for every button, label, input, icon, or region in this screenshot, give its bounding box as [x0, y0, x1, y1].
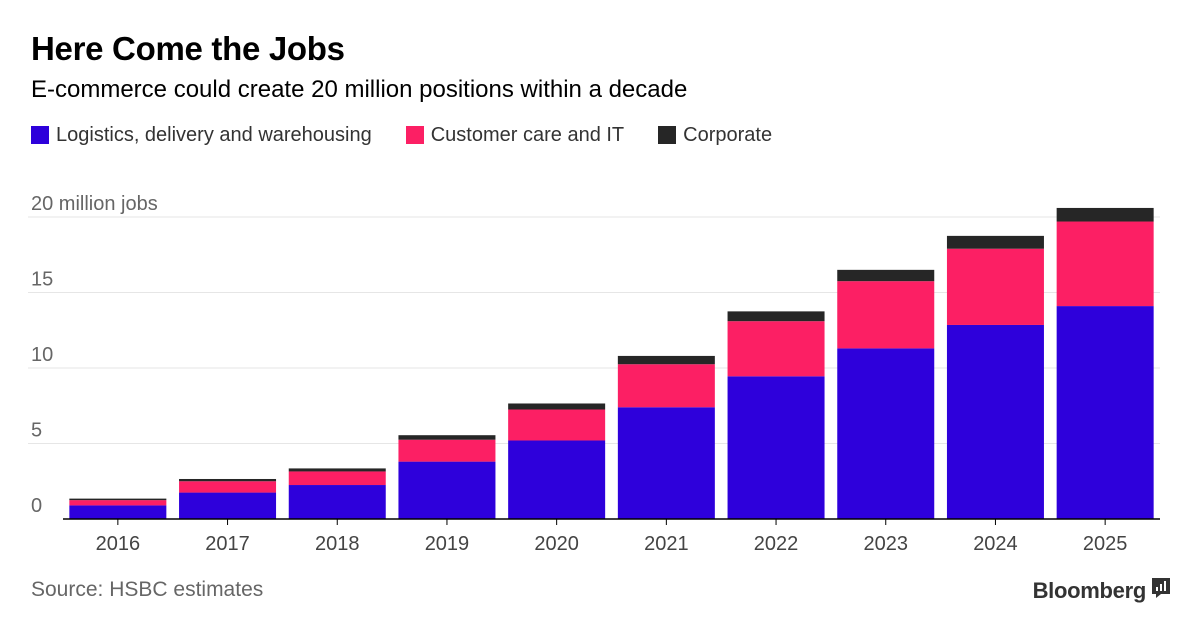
x-tick-label: 2022	[754, 533, 799, 555]
bar-segment	[617, 407, 715, 519]
brand-name: Bloomberg	[1032, 578, 1147, 603]
bar-segment	[69, 498, 167, 501]
bar-segment	[508, 403, 606, 410]
bar-segment	[508, 409, 606, 441]
brand-logo: Bloomberg	[1033, 578, 1170, 604]
bar-segment	[727, 376, 825, 519]
bar-segment	[1056, 207, 1154, 222]
legend-item-logistics: Logistics, delivery and warehousing	[31, 124, 372, 147]
y-tick-label: 15	[31, 269, 53, 291]
legend-label-logistics: Logistics, delivery and warehousing	[56, 123, 372, 146]
y-tick-label: 10	[31, 344, 53, 366]
legend-swatch-logistics	[31, 126, 49, 144]
source-note: Source: HSBC estimates	[31, 578, 264, 601]
x-tick-label: 2016	[96, 533, 141, 555]
bar-segment	[1056, 221, 1154, 307]
bar-segment	[1056, 306, 1154, 519]
bar-segment	[617, 355, 715, 365]
bar-segment	[617, 364, 715, 408]
legend-item-corporate: Corporate	[658, 124, 772, 147]
x-tick-label: 2024	[973, 533, 1018, 555]
x-tick-label: 2021	[644, 533, 689, 555]
y-tick-label: 20 million jobs	[31, 193, 158, 215]
x-tick-label: 2023	[864, 533, 909, 555]
y-tick-label: 5	[31, 420, 42, 442]
bar-segment	[946, 235, 1044, 249]
bar-segment	[69, 500, 167, 506]
legend-label-corporate: Corporate	[683, 123, 773, 146]
bar-segment	[179, 478, 277, 482]
legend-swatch-customer-care	[405, 126, 424, 144]
bar-segment	[179, 481, 277, 493]
bar-segment	[837, 281, 935, 349]
y-tick-label: 0	[31, 495, 42, 517]
bar-segment	[508, 440, 606, 519]
chart-subtitle: E-commerce could create 20 million posit…	[31, 76, 688, 103]
bar-segment	[69, 505, 167, 519]
bar-segment	[946, 324, 1044, 519]
legend-swatch-corporate	[658, 126, 677, 144]
bar-segment	[727, 311, 825, 322]
x-tick-label: 2020	[534, 533, 579, 555]
bloomberg-terminal-icon	[1152, 578, 1170, 604]
x-tick-label: 2025	[1083, 533, 1128, 555]
legend-item-customer-care: Customer care and IT	[405, 123, 625, 147]
x-tick-label: 2017	[205, 533, 250, 555]
bar-segment	[837, 269, 935, 282]
bar-segment	[398, 435, 496, 440]
legend-label-customer-care: Customer care and IT	[430, 123, 625, 146]
bar-segment	[288, 471, 386, 486]
bar-segment	[288, 468, 386, 472]
x-tick-label: 2018	[315, 533, 360, 555]
chart-title: Here Come the Jobs	[31, 30, 345, 67]
chart-legend: Logistics, delivery and warehousing Cust…	[31, 121, 806, 149]
bar-segment	[946, 248, 1044, 325]
x-tick-label: 2019	[425, 533, 470, 555]
bar-segment	[288, 485, 386, 519]
bar-segment	[837, 348, 935, 519]
bar-segment	[727, 321, 825, 377]
bar-segment	[398, 461, 496, 519]
bar-segment	[179, 492, 277, 519]
bar-segment	[398, 439, 496, 462]
